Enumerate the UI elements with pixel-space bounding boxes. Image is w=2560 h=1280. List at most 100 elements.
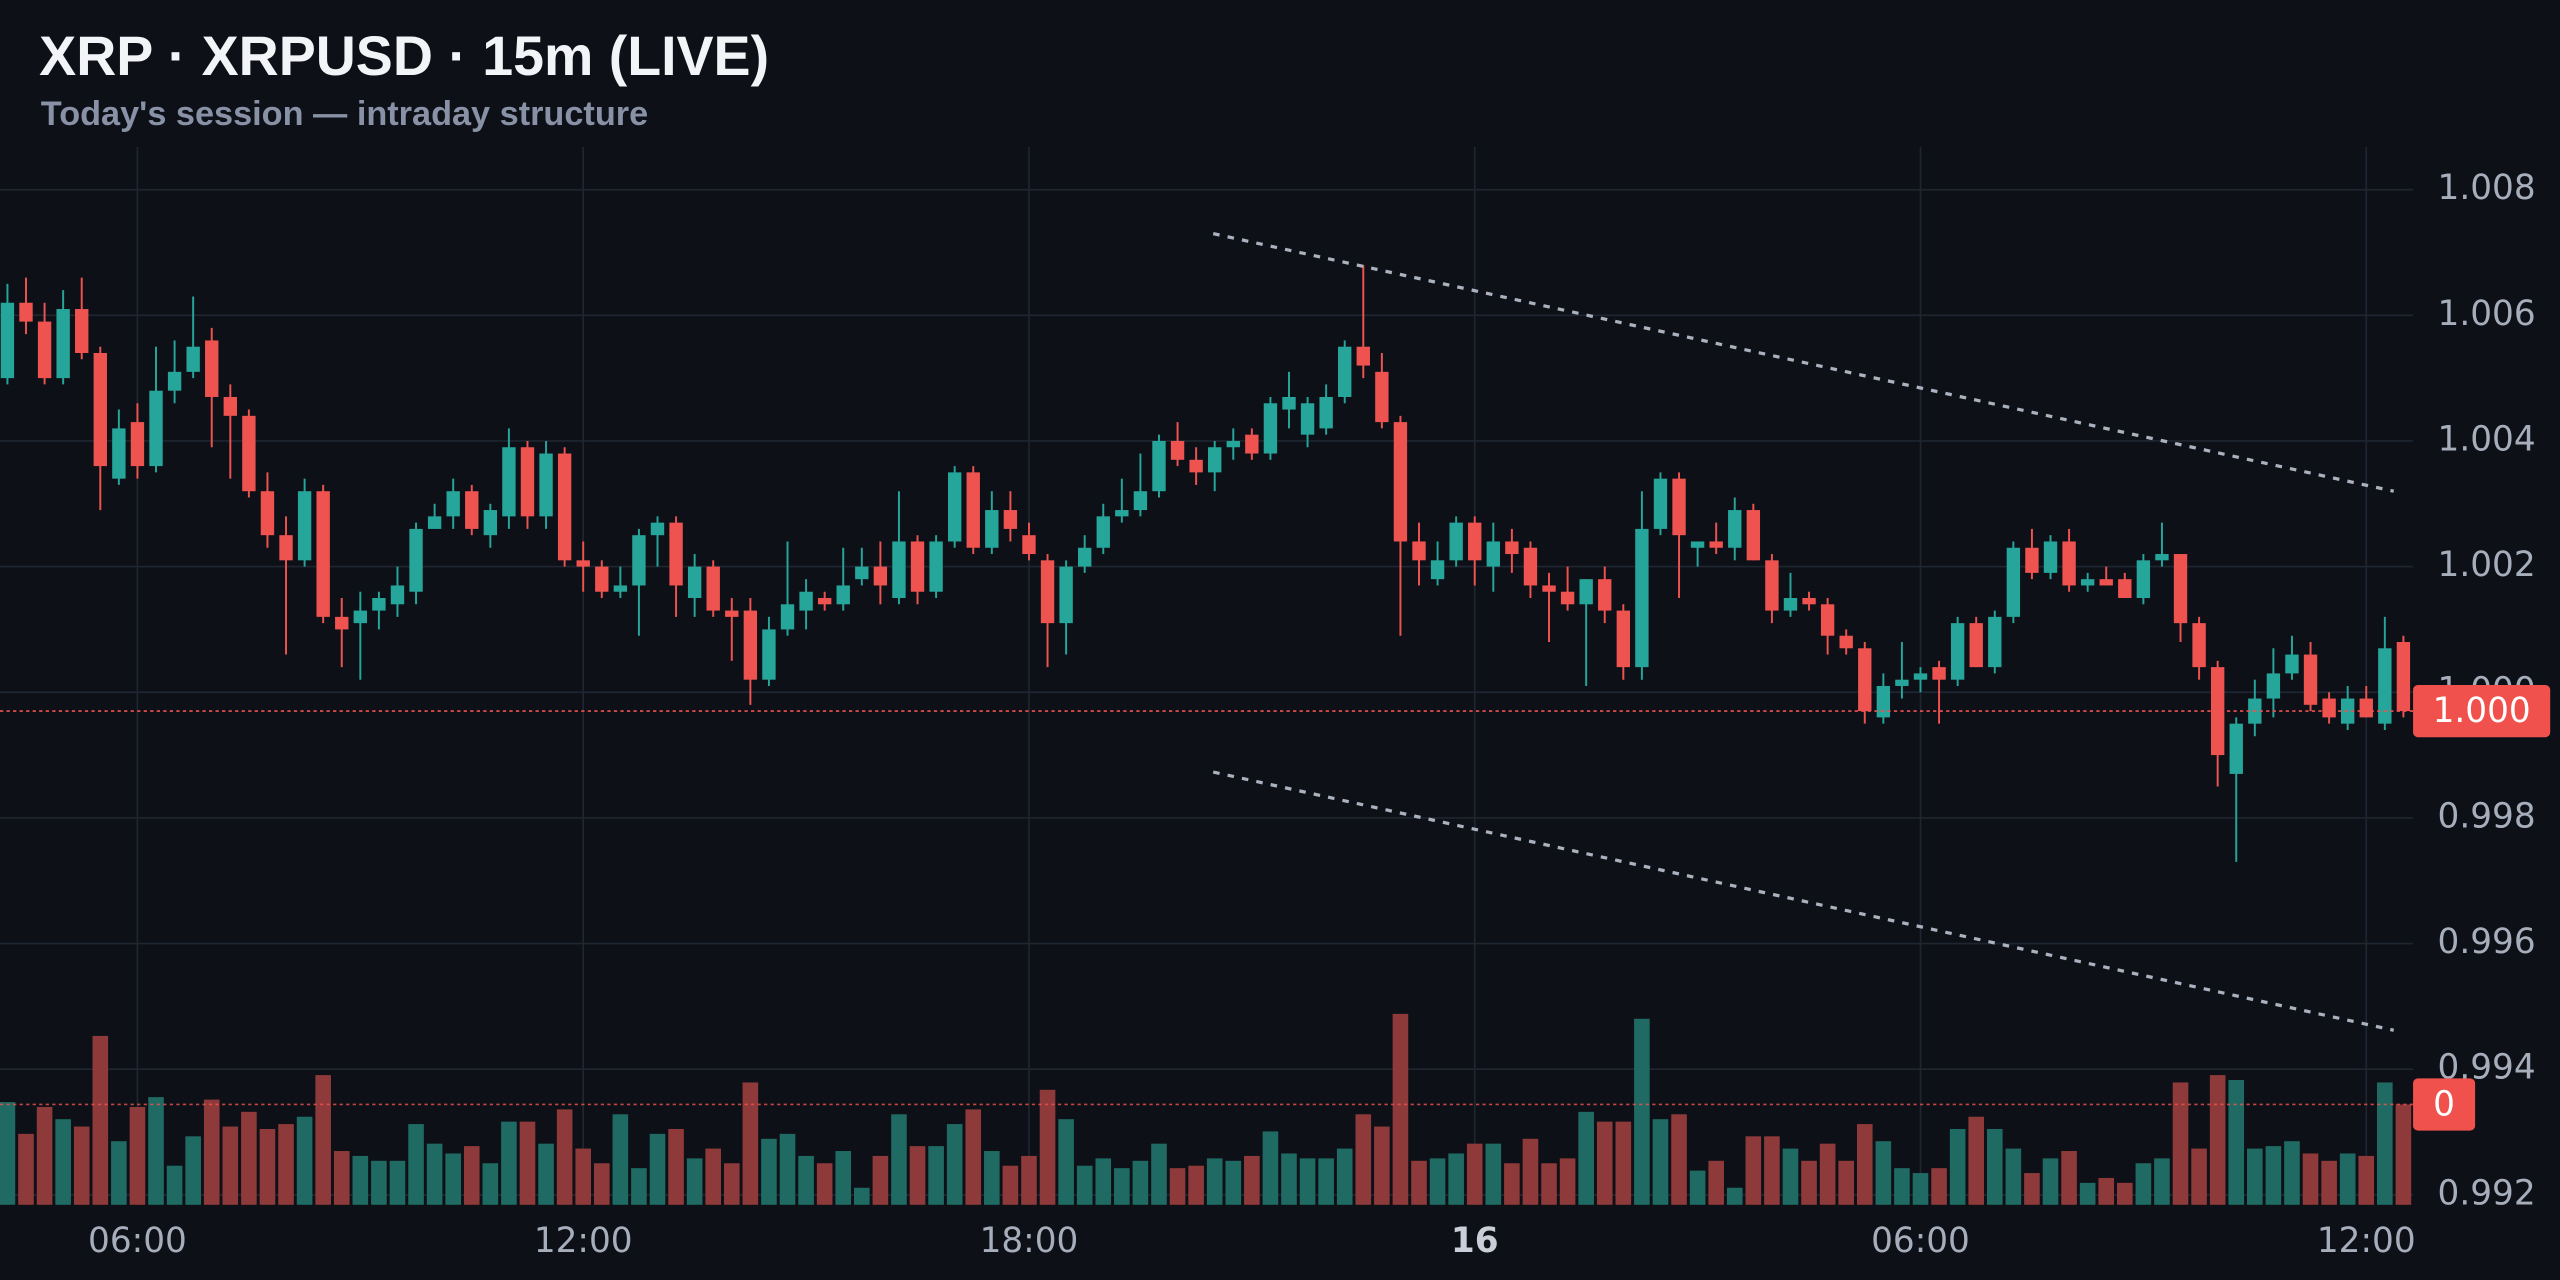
candle-body <box>37 321 52 379</box>
volume-bar <box>1336 1148 1353 1205</box>
candle-body <box>1170 440 1185 460</box>
volume-bar <box>2154 1158 2170 1205</box>
volume-bar <box>668 1128 684 1205</box>
volume-bar <box>2042 1158 2059 1205</box>
volume-bar <box>909 1146 926 1205</box>
candle-body <box>966 472 980 548</box>
volume-bar <box>1689 1170 1706 1205</box>
volume-bar <box>389 1160 406 1205</box>
candle-body <box>2080 579 2095 586</box>
candle-body <box>1226 440 1240 448</box>
volume-bar <box>1485 1143 1502 1205</box>
candle-body <box>2006 547 2021 617</box>
volume-bar <box>2209 1075 2226 1205</box>
candle-body <box>2043 541 2058 573</box>
candle-body <box>1078 547 1092 567</box>
candle-body <box>1208 447 1222 473</box>
candle-body <box>1895 679 1909 686</box>
volume-bar <box>1262 1131 1279 1205</box>
candle-body <box>1746 510 1761 561</box>
candle-body <box>1282 396 1296 410</box>
volume-bar <box>612 1114 629 1205</box>
y-tick-label: 0.996 <box>2438 922 2536 962</box>
volume-bar <box>1095 1158 1112 1205</box>
candle-body <box>1040 560 1055 624</box>
candle-body <box>186 346 200 372</box>
volume-bar <box>352 1155 369 1205</box>
last-volume-label: 0 <box>2433 1085 2455 1125</box>
volume-bar <box>2339 1153 2356 1205</box>
price-pane <box>0 232 2414 1032</box>
volume-bar <box>426 1143 443 1205</box>
x-tick-label: 06:00 <box>1871 1221 1970 1261</box>
candle-body <box>539 453 553 517</box>
candle-body <box>2192 623 2206 668</box>
candle-body <box>2229 723 2243 774</box>
candle-body <box>1690 541 1705 548</box>
candle-body <box>725 610 739 617</box>
candle-body <box>2136 560 2151 599</box>
candle-body <box>1672 478 1686 536</box>
volume-bar <box>891 1114 907 1205</box>
y-tick-label: 1.008 <box>2438 168 2536 208</box>
candle-body <box>1709 541 1723 548</box>
volume-bar <box>501 1121 517 1205</box>
candle-body <box>595 566 609 592</box>
volume-bar <box>296 1116 313 1205</box>
volume-bar <box>2321 1160 2337 1205</box>
candle-body <box>1728 510 1742 548</box>
candle-body <box>1523 547 1538 586</box>
volume-bar <box>538 1143 554 1205</box>
candle-body <box>576 560 590 567</box>
volume-bar <box>1708 1160 1724 1205</box>
volume-bar <box>1318 1158 1334 1205</box>
volume-bar <box>2358 1155 2375 1205</box>
volume-bar <box>1448 1153 1464 1205</box>
candle-body <box>242 415 256 492</box>
candle-body <box>1876 685 1891 718</box>
volume-bar <box>241 1111 257 1205</box>
x-tick-label: 16 <box>1451 1221 1499 1261</box>
candle-body <box>1300 403 1315 435</box>
volume-bar <box>779 1133 796 1205</box>
candle-body <box>2396 641 2411 712</box>
candle-body <box>910 541 925 592</box>
volume-bar <box>2395 1104 2412 1205</box>
volume-bar <box>315 1075 331 1205</box>
candle-body <box>1635 528 1649 668</box>
candle-body <box>985 510 999 548</box>
candle-body <box>353 610 368 624</box>
candle-body <box>947 472 962 542</box>
volume-bar <box>1058 1119 1074 1205</box>
volume-bar <box>2228 1080 2245 1205</box>
volume-bar <box>1578 1111 1594 1205</box>
last-price-badge <box>2413 684 2551 738</box>
volume-bar <box>1466 1143 1483 1205</box>
candle-body <box>1393 422 1408 542</box>
y-tick-label: 0.992 <box>2438 1173 2536 1213</box>
badges: 1.000 0 <box>2413 684 2551 1131</box>
volume-bar <box>2302 1153 2319 1205</box>
candle-body <box>2378 648 2392 724</box>
candle-body <box>520 447 535 517</box>
volume-bar <box>1504 1163 1520 1205</box>
grid <box>0 146 2414 1205</box>
x-tick-label: 12:00 <box>2317 1221 2416 1261</box>
candle-body <box>1263 403 1278 454</box>
candle-body <box>1412 541 1426 561</box>
candle-body <box>1598 579 1612 611</box>
volume-bar <box>1894 1168 1910 1205</box>
volume-bar <box>1169 1168 1186 1205</box>
volume-bar <box>111 1141 127 1205</box>
volume-bar <box>1931 1168 1947 1205</box>
candle-body <box>1319 396 1333 429</box>
candle-body <box>2025 547 2039 573</box>
volume-bar <box>371 1160 387 1205</box>
volume-bar <box>816 1163 833 1205</box>
time-axis: 06:00 12:00 18:00 16 06:00 12:00 <box>88 1221 2416 1261</box>
volume-bar <box>556 1109 573 1205</box>
volume-bar <box>73 1126 90 1205</box>
candle-body <box>2303 654 2318 705</box>
candle-body <box>223 396 237 416</box>
